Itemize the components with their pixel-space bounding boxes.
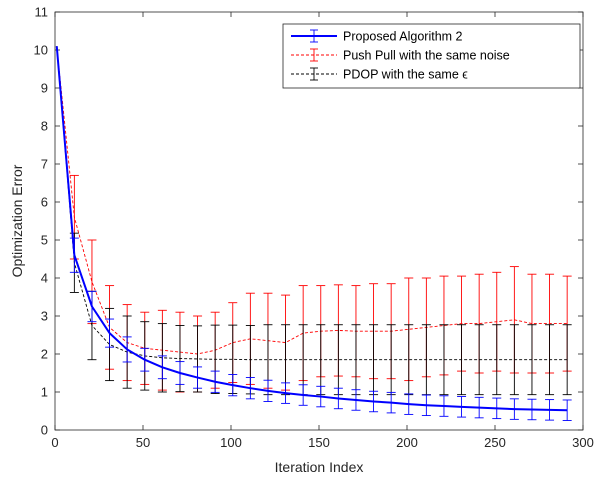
- y-tick-label: 11: [35, 5, 49, 20]
- legend: Proposed Algorithm 2 Push Pull with the s…: [282, 23, 581, 89]
- x-axis-ticks: 0 50 100 150 200 250 300: [51, 12, 594, 450]
- y-axis-title: Optimization Error: [9, 164, 25, 277]
- y-tick-label: 1: [41, 385, 48, 400]
- y-tick-label: 4: [41, 271, 48, 286]
- legend-entry: Proposed Algorithm 2: [291, 30, 463, 44]
- legend-label: Push Pull with the same noise: [343, 49, 510, 63]
- y-tick-label: 3: [41, 309, 48, 324]
- x-tick-label: 250: [484, 435, 506, 450]
- x-tick-label: 150: [308, 435, 330, 450]
- series-line: [56, 46, 568, 361]
- x-tick-label: 300: [572, 435, 594, 450]
- y-tick-label: 5: [41, 233, 48, 248]
- x-tick-label: 100: [220, 435, 242, 450]
- y-axis-ticks: 0 1 2 3 4 5 6 7 8 9 10 11: [34, 5, 583, 438]
- series-line: [56, 46, 568, 355]
- legend-label: Proposed Algorithm 2: [343, 30, 463, 44]
- legend-label: PDOP with the same ϵ: [343, 68, 468, 82]
- legend-entry: PDOP with the same ϵ: [291, 68, 468, 82]
- plot-series: [55, 46, 572, 421]
- y-tick-label: 0: [41, 423, 48, 438]
- legend-box: [282, 23, 581, 89]
- y-tick-label: 6: [41, 195, 48, 210]
- y-tick-label: 8: [41, 119, 48, 134]
- x-tick-label: 0: [51, 435, 58, 450]
- x-axis-title: Iteration Index: [275, 459, 364, 475]
- error-bar: [562, 324, 572, 396]
- series-0: [55, 46, 572, 421]
- error-bar: [439, 324, 449, 396]
- legend-entry: Push Pull with the same noise: [291, 49, 510, 63]
- y-tick-label: 2: [41, 347, 48, 362]
- x-tick-label: 200: [396, 435, 418, 450]
- x-tick-label: 50: [136, 435, 150, 450]
- series-line: [55, 46, 568, 412]
- y-tick-label: 7: [41, 157, 48, 172]
- y-tick-label: 10: [34, 43, 48, 58]
- y-tick-label: 9: [41, 81, 48, 96]
